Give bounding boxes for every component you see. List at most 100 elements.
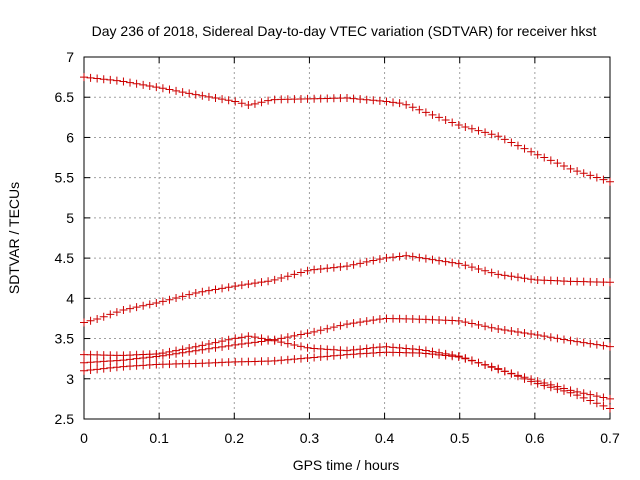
data-point	[119, 77, 128, 86]
data-point	[421, 254, 430, 263]
data-point	[415, 105, 424, 114]
data-point	[494, 270, 503, 279]
data-point	[244, 280, 253, 289]
data-point	[257, 98, 266, 107]
data-point	[487, 130, 496, 139]
data-point	[303, 343, 312, 352]
data-point	[408, 252, 417, 261]
data-point	[145, 300, 154, 309]
data-point	[356, 259, 365, 268]
series-5	[80, 348, 614, 413]
data-point	[86, 366, 95, 375]
data-point	[513, 372, 522, 381]
data-point	[461, 318, 470, 327]
data-point	[349, 260, 358, 269]
data-point	[106, 75, 115, 84]
x-axis-label: GPS time / hours	[293, 457, 400, 473]
data-point	[448, 118, 457, 127]
data-point	[296, 268, 305, 277]
data-point	[487, 323, 496, 332]
data-point	[296, 330, 305, 339]
data-point	[520, 274, 529, 283]
data-point	[316, 264, 325, 273]
data-point	[126, 304, 135, 313]
data-point	[375, 315, 384, 324]
data-point	[448, 352, 457, 361]
data-point	[533, 331, 542, 340]
data-point	[158, 349, 167, 358]
data-point	[211, 338, 220, 347]
axis-ticks: 0 0.1 0.2 0.3 0.4 0.5 0.6 0.7 2.5 3 3.5 4 4.5 5 5.5 6 6.…	[55, 49, 620, 446]
data-point	[559, 335, 568, 344]
y-tick-label: 2.5	[55, 411, 75, 427]
data-point	[513, 327, 522, 336]
data-point	[178, 88, 187, 97]
data-point	[369, 316, 378, 325]
data-point	[599, 393, 608, 402]
data-point	[369, 96, 378, 105]
data-point	[211, 94, 220, 103]
data-point	[132, 303, 141, 312]
data-point	[500, 367, 509, 376]
data-point	[481, 128, 490, 137]
data-point	[586, 396, 595, 405]
data-point	[500, 135, 509, 144]
data-point	[310, 353, 319, 362]
data-point	[356, 95, 365, 104]
data-point	[316, 352, 325, 361]
y-tick-label: 3.5	[55, 331, 75, 347]
data-point	[244, 101, 253, 110]
data-point	[119, 305, 128, 314]
data-point	[290, 331, 299, 340]
data-point	[507, 369, 516, 378]
data-point	[362, 95, 371, 104]
data-point	[172, 86, 181, 95]
data-point	[270, 336, 279, 345]
data-point	[112, 308, 121, 317]
data-point	[270, 356, 279, 365]
data-point	[343, 320, 351, 329]
data-point	[310, 327, 319, 336]
data-point	[474, 264, 483, 273]
data-point	[244, 339, 253, 348]
data-point	[158, 84, 167, 93]
x-tick-label: 0.3	[300, 430, 320, 446]
data-point	[454, 316, 463, 325]
data-point	[303, 354, 312, 363]
data-point	[250, 279, 259, 288]
data-point	[606, 278, 614, 287]
data-point	[606, 394, 614, 403]
data-point	[421, 349, 430, 358]
data-point	[546, 333, 555, 342]
data-point	[454, 352, 463, 361]
y-tick-label: 6.5	[55, 89, 75, 105]
data-point	[218, 337, 227, 346]
data-point	[599, 175, 608, 184]
data-point	[428, 255, 437, 264]
data-point	[435, 113, 444, 122]
data-point	[592, 399, 601, 408]
data-point	[461, 354, 470, 363]
data-point	[277, 356, 286, 365]
data-point	[481, 322, 490, 331]
data-point	[93, 314, 102, 323]
data-point	[80, 366, 88, 375]
data-point	[507, 272, 516, 281]
data-point	[218, 284, 227, 293]
data-point	[277, 274, 286, 283]
data-point	[290, 355, 299, 364]
data-point	[185, 290, 194, 299]
data-point	[86, 73, 95, 82]
data-point	[336, 262, 345, 271]
data-point	[606, 177, 614, 186]
data-point	[546, 156, 555, 165]
data-point	[198, 91, 207, 100]
data-point	[198, 287, 207, 296]
data-point	[178, 292, 187, 301]
data-point	[474, 126, 483, 135]
data-point	[395, 252, 404, 261]
data-point	[329, 263, 338, 272]
data-point	[329, 323, 338, 332]
data-point	[435, 256, 444, 265]
